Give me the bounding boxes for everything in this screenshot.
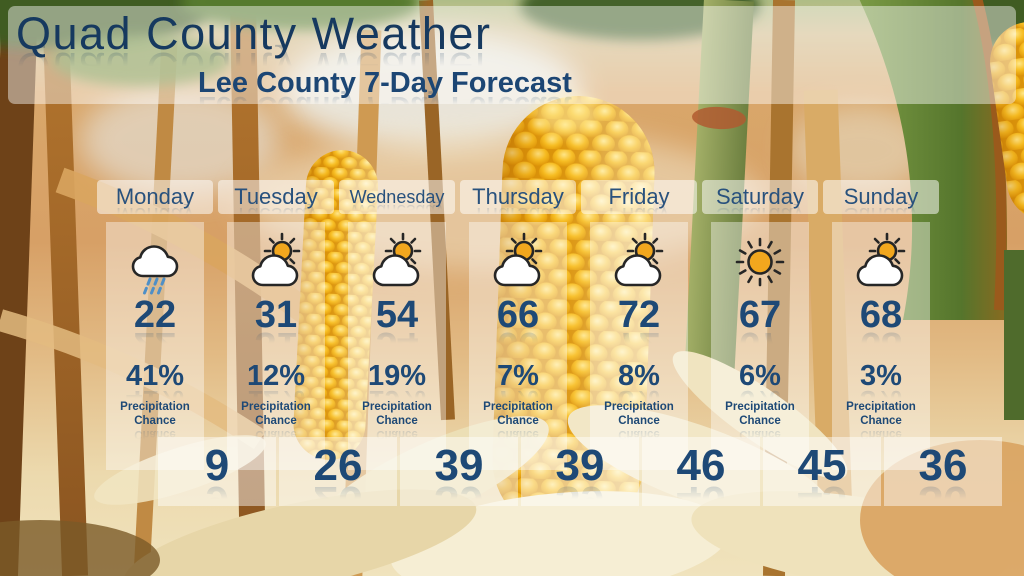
precip-label: Precipitation Chance — [590, 400, 688, 429]
title-panel — [8, 6, 1016, 104]
precip-label-line1: Precipitation — [241, 401, 311, 413]
day-name: Friday — [608, 184, 670, 209]
forecast-column-thursday: 66 7% Precipitation Chance — [469, 222, 567, 470]
precip-label-line1: Precipitation — [483, 401, 553, 413]
corn-cob-left — [293, 150, 378, 460]
sunny-icon — [728, 232, 792, 296]
partly-sunny-icon — [244, 232, 308, 296]
forecast-column-tuesday: 31 12% Precipitation Chance — [227, 222, 325, 470]
low-temp: 39 — [555, 441, 605, 490]
day-header-monday: Monday — [97, 180, 213, 214]
precip-label: Precipitation Chance — [348, 400, 446, 429]
precip-percent: 7% — [497, 360, 539, 392]
precip-label-line2: Chance — [618, 415, 660, 428]
high-temp: 66 — [496, 294, 540, 336]
low-temp: 36 — [918, 441, 968, 490]
low-temp-box-tuesday: 26 — [279, 437, 397, 506]
partly-sunny-icon — [365, 232, 429, 296]
precip-percent: 41% — [125, 360, 185, 392]
partly-sunny-icon — [486, 232, 550, 296]
precip-label-line1: Precipitation — [604, 401, 674, 413]
forecast-column-saturday: 67 6% Precipitation Chance — [711, 222, 809, 470]
low-temp-box-wednesday: 39 — [400, 437, 518, 506]
forecast-subtitle: Lee County 7-Day Forecast — [198, 67, 572, 99]
day-name: Thursday — [472, 184, 564, 209]
precip-percent: 19% — [367, 360, 427, 392]
precip-label: Precipitation Chance — [227, 400, 325, 429]
day-name: Monday — [115, 184, 195, 209]
high-temp: 31 — [254, 294, 298, 336]
high-temp: 72 — [617, 294, 661, 336]
corn-cob-right — [990, 21, 1024, 221]
precip-label-line2: Chance — [376, 415, 418, 428]
precip-label-line1: Precipitation — [846, 401, 916, 413]
day-header-wednesday: Wednesday — [339, 180, 455, 214]
precip-percent: 6% — [739, 360, 781, 392]
day-header-thursday: Thursday — [460, 180, 576, 214]
precip-label-line2: Chance — [860, 415, 902, 428]
day-header-saturday: Saturday — [702, 180, 818, 214]
low-temp: 46 — [676, 441, 726, 490]
precip-label-line1: Precipitation — [725, 401, 795, 413]
low-temp: 45 — [797, 441, 847, 490]
precip-label: Precipitation Chance — [469, 400, 567, 429]
day-name: Saturday — [715, 184, 805, 209]
low-temp-box-friday: 46 — [642, 437, 760, 506]
low-temp-box-monday: 9 — [158, 437, 276, 506]
low-temp-box-saturday: 45 — [763, 437, 881, 506]
precip-label-line1: Precipitation — [120, 401, 190, 413]
forecast-column-friday: 72 8% Precipitation Chance — [590, 222, 688, 470]
day-name: Sunday — [843, 184, 919, 209]
precip-label-line2: Chance — [739, 415, 781, 428]
precip-label-line2: Chance — [134, 415, 176, 428]
precip-percent: 3% — [860, 360, 902, 392]
day-name: Wednesday — [349, 187, 445, 207]
forecast-column-monday: 22 41% Precipitation Chance — [106, 222, 204, 470]
low-temp-box-sunday: 36 — [884, 437, 1002, 506]
high-temp: 68 — [859, 294, 903, 336]
green-leaf-right — [859, 0, 1024, 420]
low-temp-box-thursday: 39 — [521, 437, 639, 506]
low-temp: 26 — [313, 441, 363, 490]
forecast-column-sunday: 68 3% Precipitation Chance — [832, 222, 930, 470]
day-header-tuesday: Tuesday — [218, 180, 334, 214]
partly-sunny-icon — [849, 232, 913, 296]
low-temp: 9 — [204, 441, 230, 490]
low-temp: 39 — [434, 441, 484, 490]
station-title: Quad County Weather — [16, 8, 492, 59]
husk-leaves-bottom — [0, 351, 1024, 576]
day-header-friday: Friday — [581, 180, 697, 214]
precip-label-line2: Chance — [255, 415, 297, 428]
precip-label-line2: Chance — [497, 415, 539, 428]
partly-sunny-icon — [607, 232, 671, 296]
high-temp: 22 — [133, 294, 177, 336]
precip-label: Precipitation Chance — [711, 400, 809, 429]
precip-label: Precipitation Chance — [106, 400, 204, 429]
precip-percent: 8% — [618, 360, 660, 392]
rain-icon — [123, 232, 187, 296]
precip-percent: 12% — [246, 360, 306, 392]
high-temp: 67 — [738, 294, 782, 336]
precip-label: Precipitation Chance — [832, 400, 930, 429]
precip-label-line1: Precipitation — [362, 401, 432, 413]
day-name: Tuesday — [234, 184, 318, 209]
day-header-sunday: Sunday — [823, 180, 939, 214]
high-temp: 54 — [375, 294, 419, 336]
forecast-column-wednesday: 54 19% Precipitation Chance — [348, 222, 446, 470]
